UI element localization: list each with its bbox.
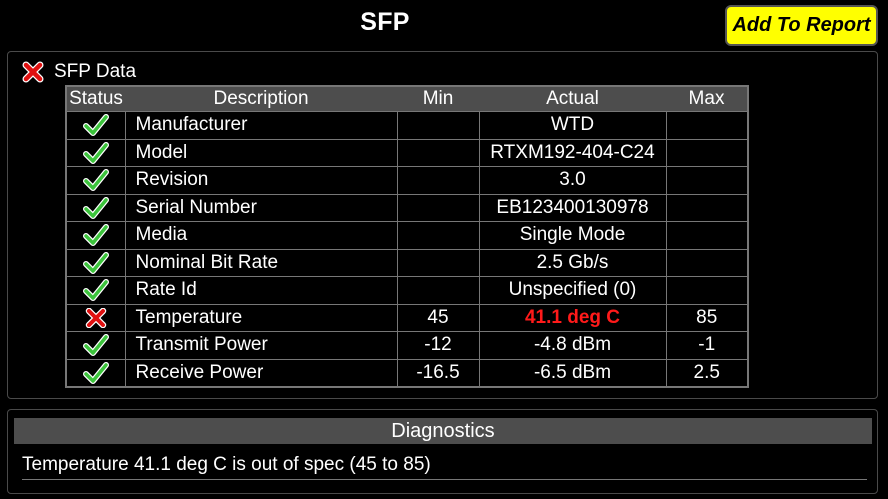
table-header-row: Status Description Min Actual Max [66,86,748,112]
max-cell [665,221,749,250]
status-cell [65,193,126,222]
diagnostics-panel: Diagnostics Temperature 41.1 deg C is ou… [7,409,878,494]
actual-cell: RTXM192-404-C24 [478,138,667,167]
description-cell: Temperature [124,303,398,332]
column-header-description: Description [125,86,397,112]
table-row: Rate Id Unspecified (0) [65,276,749,305]
max-cell: -1 [665,331,749,360]
max-cell: 85 [665,303,749,332]
sfp-data-header: SFP Data [22,60,136,84]
x-icon [85,307,106,328]
max-cell [665,166,749,195]
table-row: Manufacturer WTD [65,111,749,140]
actual-cell: -4.8 dBm [478,331,667,360]
sfp-data-label: SFP Data [54,61,137,82]
table-row: Temperature 45 41.1 deg C 85 [65,303,749,332]
actual-cell: WTD [478,111,667,140]
description-cell: Serial Number [124,193,398,222]
diagnostics-header: Diagnostics [14,418,872,444]
actual-cell: 2.5 Gb/s [478,248,667,277]
status-cell [65,331,126,360]
min-cell [396,166,480,195]
add-to-report-button[interactable]: Add To Report [725,5,878,46]
status-cell [65,248,126,277]
description-cell: Transmit Power [124,331,398,360]
description-cell: Rate Id [124,276,398,305]
table-row: Transmit Power -12 -4.8 dBm -1 [65,331,749,360]
sfp-data-table: Status Description Min Actual Max Manufa… [65,85,749,388]
diagnostics-message: Temperature 41.1 deg C is out of spec (4… [22,454,867,480]
status-cell [65,303,126,332]
min-cell [396,138,480,167]
table-row: Media Single Mode [65,221,749,250]
min-cell [396,276,480,305]
page-title: SFP [360,8,410,36]
status-cell [65,276,126,305]
min-cell [396,193,480,222]
max-cell [665,248,749,277]
check-icon [82,169,109,192]
description-cell: Revision [124,166,398,195]
description-cell: Receive Power [124,358,398,388]
min-cell: 45 [396,303,480,332]
status-cell [65,166,126,195]
check-icon [82,251,109,274]
min-cell: -16.5 [396,358,480,388]
min-cell: -12 [396,331,480,360]
table-row: Serial Number EB123400130978 [65,193,749,222]
column-header-actual: Actual [479,86,666,112]
check-icon [82,196,109,219]
max-cell: 2.5 [665,358,749,388]
min-cell [396,221,480,250]
table-row: Model RTXM192-404-C24 [65,138,749,167]
max-cell [665,193,749,222]
column-header-status: Status [66,86,125,112]
max-cell [665,111,749,140]
check-icon [82,224,109,247]
actual-cell: 3.0 [478,166,667,195]
actual-cell: Unspecified (0) [478,276,667,305]
min-cell [396,248,480,277]
check-icon [82,361,109,384]
actual-cell: EB123400130978 [478,193,667,222]
description-cell: Nominal Bit Rate [124,248,398,277]
x-icon [22,61,44,83]
description-cell: Media [124,221,398,250]
check-icon [82,279,109,302]
description-cell: Manufacturer [124,111,398,140]
check-icon [82,141,109,164]
sfp-data-panel: SFP Data Status Description Min Actual M… [7,51,878,399]
status-cell [65,221,126,250]
column-header-min: Min [397,86,479,112]
max-cell [665,276,749,305]
actual-cell: Single Mode [478,221,667,250]
status-cell [65,358,126,388]
check-icon [82,334,109,357]
status-cell [65,111,126,140]
min-cell [396,111,480,140]
actual-cell: 41.1 deg C [478,303,667,332]
table-row: Nominal Bit Rate 2.5 Gb/s [65,248,749,277]
description-cell: Model [124,138,398,167]
table-row: Revision 3.0 [65,166,749,195]
check-icon [82,114,109,137]
column-header-max: Max [666,86,748,112]
max-cell [665,138,749,167]
status-cell [65,138,126,167]
actual-cell: -6.5 dBm [478,358,667,388]
table-row: Receive Power -16.5 -6.5 dBm 2.5 [65,358,749,388]
